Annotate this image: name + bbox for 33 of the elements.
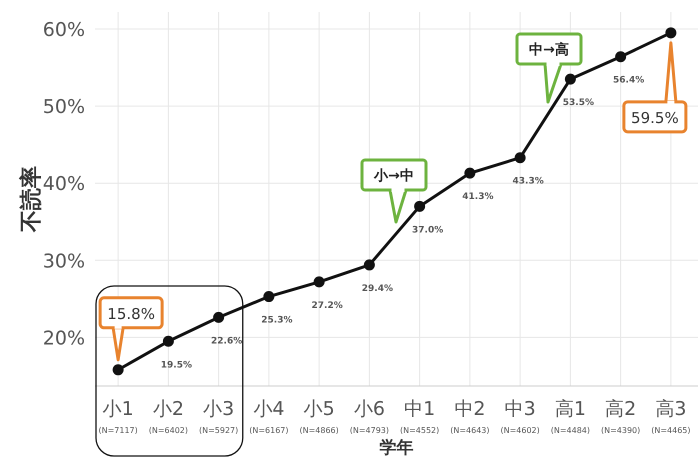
point xyxy=(364,259,375,270)
data-label: 29.4% xyxy=(362,284,393,294)
data-label: 56.4% xyxy=(613,76,644,86)
data-label: 15.8% xyxy=(107,304,155,323)
y-tick-label: 50% xyxy=(42,96,85,118)
point xyxy=(314,276,325,288)
point xyxy=(464,168,476,179)
data-label: 41.3% xyxy=(462,192,494,202)
annotation: 小→中 xyxy=(373,168,414,184)
point xyxy=(564,74,576,85)
point xyxy=(263,291,274,302)
point xyxy=(514,152,526,164)
point xyxy=(615,51,626,62)
data-label: 59.5% xyxy=(631,108,679,127)
y-axis-title: 不読率 xyxy=(18,166,44,233)
data-label: 19.5% xyxy=(160,360,192,370)
y-tick-label: 30% xyxy=(42,250,85,272)
x-axis-title: 学年 xyxy=(380,438,414,458)
data-label: 25.3% xyxy=(261,316,292,326)
point xyxy=(414,200,426,212)
data-label: 53.5% xyxy=(562,98,594,108)
data-label: 22.6% xyxy=(211,336,242,346)
y-tick-label: 60% xyxy=(42,18,85,41)
data-label: 43.3% xyxy=(512,176,544,187)
point xyxy=(213,312,224,323)
point xyxy=(162,336,174,347)
data-label: 37.0% xyxy=(412,225,444,236)
point xyxy=(665,27,676,38)
annotation: 中→高 xyxy=(529,41,569,58)
y-tick-label: 20% xyxy=(42,327,85,350)
point xyxy=(112,364,124,376)
data-label: 27.2% xyxy=(312,300,343,311)
y-tick-label: 40% xyxy=(42,173,85,196)
